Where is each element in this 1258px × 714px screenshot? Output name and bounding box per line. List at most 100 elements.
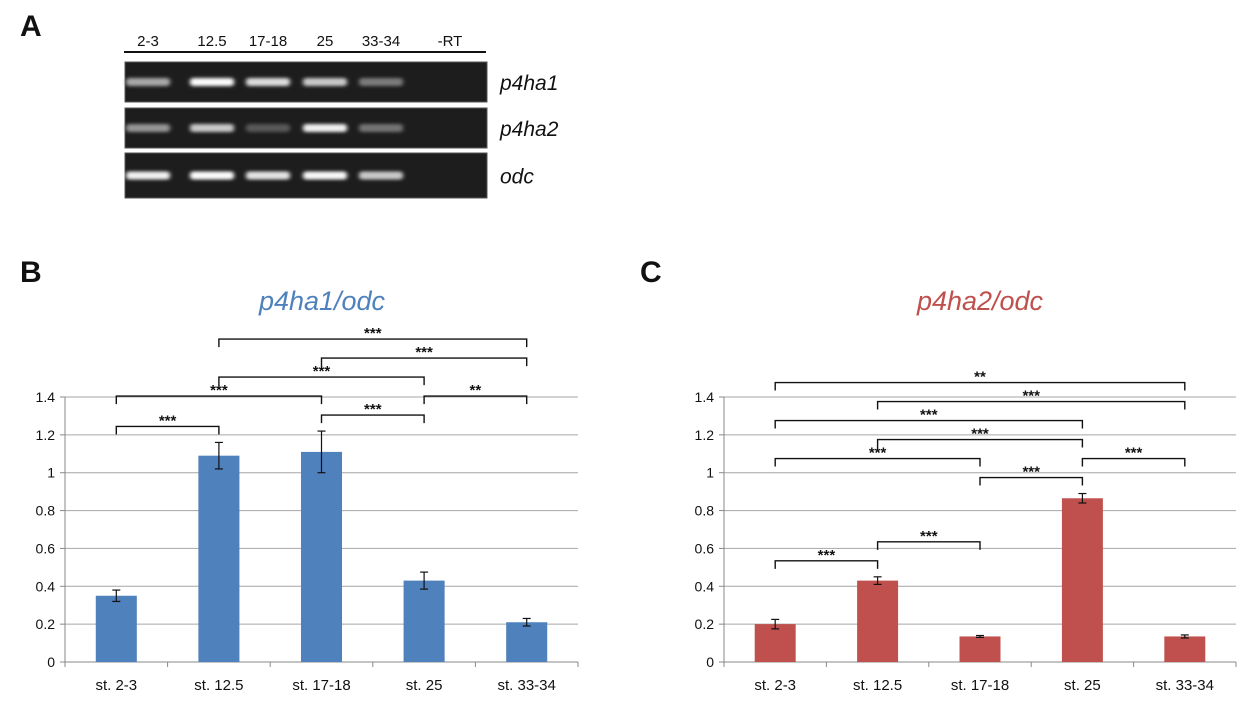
x-tick-label: st. 2-3 — [95, 677, 137, 694]
gel-image: 2-3 12.5 17-18 25 33-34 -RT p4ha1 p4ha2 odc — [124, 33, 559, 199]
significance-bracket — [218, 338, 528, 348]
y-tick-label: 0.4 — [695, 578, 715, 594]
significance-label: *** — [920, 407, 938, 424]
x-tick-label: st. 25 — [406, 677, 443, 694]
y-tick-label: 0.6 — [695, 540, 715, 556]
y-tick-label: 1.2 — [36, 427, 56, 443]
significance-label: *** — [1022, 388, 1040, 405]
significance-bracket — [876, 400, 1186, 410]
bar — [403, 580, 445, 662]
x-tick-label: st. 12.5 — [853, 677, 902, 694]
chart-c-p4ha2: p4ha2/odc 0 0.2 0.4 0.6 0.8 1 1.2 1.4 st. 2-3 st.… — [695, 286, 1237, 694]
significance-bracket — [774, 560, 879, 569]
significance-bracket — [218, 376, 425, 386]
y-tick-label: 0.2 — [36, 616, 56, 632]
y-tick-label: 0 — [706, 654, 714, 670]
significance-label: *** — [364, 401, 382, 418]
bar — [95, 595, 137, 662]
y-tick-label: 0 — [47, 654, 55, 670]
gel-band — [246, 124, 290, 132]
gel-band — [359, 171, 403, 180]
significance-bracket — [774, 381, 1186, 391]
gel-strips — [124, 61, 488, 199]
significance-bracket — [115, 425, 220, 435]
x-tick-label: st. 17-18 — [951, 677, 1009, 694]
y-tick-label: 1.4 — [36, 389, 56, 405]
gel-band — [303, 171, 347, 180]
significance-label: *** — [1022, 464, 1040, 481]
gel-band — [190, 171, 234, 180]
y-tick-label: 1.4 — [695, 389, 715, 405]
chart-b-p4ha1: p4ha1/odc 0 0.2 0.4 0.6 0.8 1 1.2 1.4 st. 2-3 st.… — [36, 286, 579, 694]
bar — [300, 451, 343, 662]
gel-band — [246, 78, 290, 86]
significance-bracket — [1081, 457, 1186, 467]
significance-label: *** — [1125, 445, 1143, 462]
bar — [506, 622, 548, 662]
significance-label: ** — [974, 369, 986, 386]
chart-title: p4ha2/odc — [916, 286, 1044, 316]
significance-bracket — [320, 357, 528, 367]
chart-title: p4ha1/odc — [258, 286, 386, 316]
x-tick-label: st. 12.5 — [194, 677, 243, 694]
significance-label: *** — [415, 344, 433, 361]
significance-label: *** — [920, 528, 938, 545]
gel-gene-label: p4ha1 — [499, 72, 558, 95]
significance-bracket — [979, 476, 1084, 486]
significance-bracket — [876, 438, 1084, 448]
bar — [857, 580, 899, 662]
significance-label: *** — [971, 426, 989, 443]
x-tick-label: st. 25 — [1064, 677, 1101, 694]
gel-band — [303, 124, 347, 132]
significance-bracket — [774, 419, 1084, 429]
panel-label-a: A — [20, 10, 42, 43]
gel-lane-label: 33-34 — [362, 33, 400, 50]
gel-band — [359, 124, 403, 132]
gel-band — [246, 171, 290, 180]
significance-label: *** — [818, 547, 836, 564]
gel-band — [303, 78, 347, 86]
gel-band — [126, 78, 170, 86]
bar — [1164, 636, 1206, 662]
gel-band — [359, 78, 403, 86]
gel-gene-labels: p4ha1 p4ha2 odc — [499, 72, 559, 189]
y-tick-label: 1.2 — [695, 427, 715, 443]
x-tick-label: st. 33-34 — [498, 677, 556, 694]
significance-bracket — [774, 457, 981, 467]
bar — [754, 624, 796, 662]
gel-gene-label: p4ha2 — [499, 118, 559, 141]
significance-label: *** — [364, 325, 382, 342]
x-tick-label: st. 33-34 — [1156, 677, 1214, 694]
y-tick-label: 0.8 — [36, 503, 56, 519]
gel-band — [190, 124, 234, 132]
significance-label: *** — [869, 445, 887, 462]
significance-bracket — [115, 395, 323, 405]
x-tick-label: st. 2-3 — [754, 677, 796, 694]
significance-bracket — [876, 541, 981, 550]
bar — [198, 455, 240, 662]
bar — [959, 636, 1001, 662]
gel-band — [126, 171, 170, 180]
gel-lane-label: 2-3 — [137, 33, 159, 50]
y-tick-label: 0.6 — [36, 540, 56, 556]
y-tick-label: 0.4 — [36, 578, 56, 594]
gel-lane-label: 12.5 — [197, 33, 226, 50]
gel-gene-label: odc — [500, 166, 534, 189]
panel-label-c: C — [640, 256, 662, 289]
significance-label: *** — [159, 412, 177, 429]
gel-lane-label: -RT — [438, 33, 463, 50]
significance-bracket — [423, 395, 528, 405]
significance-label: *** — [313, 363, 331, 380]
x-tick-label: st. 17-18 — [292, 677, 350, 694]
significance-bracket — [320, 414, 425, 424]
y-tick-label: 0.2 — [695, 616, 715, 632]
y-tick-label: 1 — [47, 465, 55, 481]
gel-band — [126, 124, 170, 132]
gel-band — [190, 78, 234, 86]
gel-lane-label: 25 — [317, 33, 334, 50]
gel-lane-labels: 2-3 12.5 17-18 25 33-34 -RT — [137, 33, 462, 50]
y-tick-label: 1 — [706, 465, 714, 481]
gel-lane-label: 17-18 — [249, 33, 287, 50]
significance-label: *** — [210, 382, 228, 399]
